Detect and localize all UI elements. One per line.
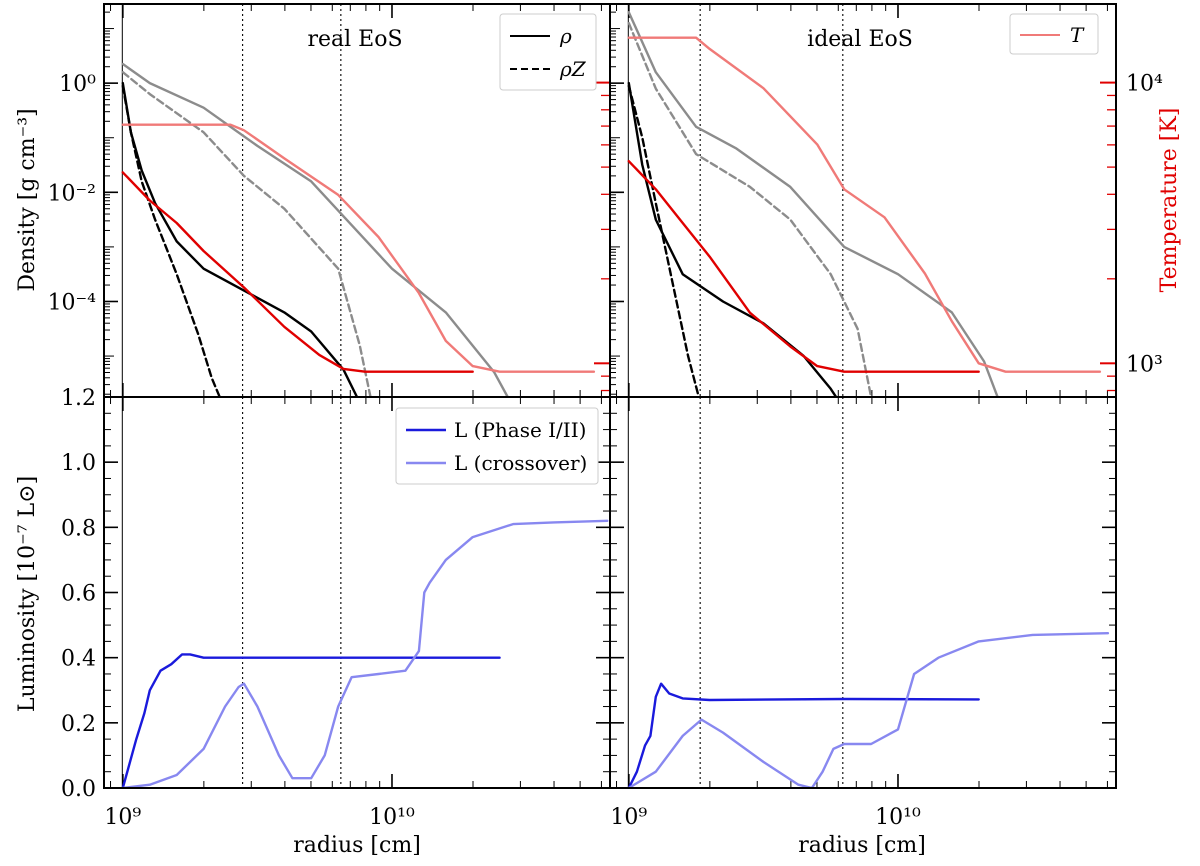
series-line (627, 81, 838, 397)
series-line (121, 519, 609, 788)
legend-luminosity: L (Phase I/II) L (crossover) (395, 407, 599, 485)
panel-title-ideal-eos: ideal EoS (807, 27, 913, 52)
legend-t-label: T (1070, 23, 1085, 47)
y-tick-label: 10⁻² (48, 181, 96, 206)
y-tick-label: 0.8 (61, 516, 96, 541)
x-tick-label: 10⁹ (610, 805, 647, 830)
y-tick-label: 0.4 (61, 647, 96, 672)
plot-frame (609, 396, 1117, 789)
series-group (627, 11, 1102, 397)
y-tick-label: 10⁰ (59, 72, 96, 97)
panel-title-real-eos: real EoS (307, 27, 402, 52)
series-line (627, 11, 999, 397)
series-group (627, 632, 1110, 788)
y-tick-label: 10⁻⁴ (48, 290, 97, 315)
right-y-tick-label: 10³ (1126, 352, 1163, 377)
series-line (121, 81, 359, 397)
legend-rho-label: ρ (559, 24, 572, 48)
series-group (121, 519, 609, 788)
legend-density: ρ ρZ (499, 13, 597, 91)
series-line (121, 123, 596, 373)
legend-l-phase-label: L (Phase I/II) (454, 418, 586, 442)
series-line (121, 62, 509, 397)
series-line (121, 84, 221, 397)
series-line (121, 171, 474, 373)
legend-rhoz-label: ρZ (559, 57, 587, 81)
series-line (121, 653, 501, 788)
series-line (121, 71, 372, 397)
y-tick-label: 1.2 (61, 386, 96, 411)
series-group (121, 62, 596, 397)
panel-top-right: 10³ 10⁴ (609, 3, 1163, 398)
y-tick-label: 0.6 (61, 582, 96, 607)
series-line (627, 36, 1102, 373)
series-line (627, 160, 980, 373)
y-tick-label: 1.0 (61, 451, 96, 476)
y-axis-label-density: Density [g cm⁻³] (15, 108, 40, 291)
series-line (627, 21, 873, 397)
y-tick-label: 0.2 (61, 712, 96, 737)
plot-frame (609, 3, 1117, 398)
x-tick-label: 10⁹ (104, 805, 141, 830)
y-axis-label-luminosity: Luminosity [10⁻⁷ L⊙] (15, 476, 40, 712)
panel-bottom-right: 10⁹ 10¹⁰ (609, 396, 1117, 830)
panel-bottom-left: 10⁹ 10¹⁰ 0.0 0.2 0.4 0.6 0.8 1.0 1.2 (61, 386, 611, 830)
x-tick-label: 10¹⁰ (369, 805, 415, 830)
series-line (627, 84, 700, 397)
x-tick-label: 10¹⁰ (875, 805, 921, 830)
y-axis-label-temperature: Temperature [K] (1157, 108, 1182, 293)
x-axis-label-left: radius [cm] (293, 833, 421, 858)
series-line (627, 632, 1110, 788)
x-axis-label-right: radius [cm] (798, 833, 926, 858)
legend-temperature: T (1009, 13, 1099, 55)
legend-l-crossover-label: L (crossover) (454, 451, 587, 475)
right-y-tick-label: 10⁴ (1126, 72, 1163, 97)
y-tick-label: 0.0 (61, 777, 96, 802)
series-line (627, 682, 980, 788)
